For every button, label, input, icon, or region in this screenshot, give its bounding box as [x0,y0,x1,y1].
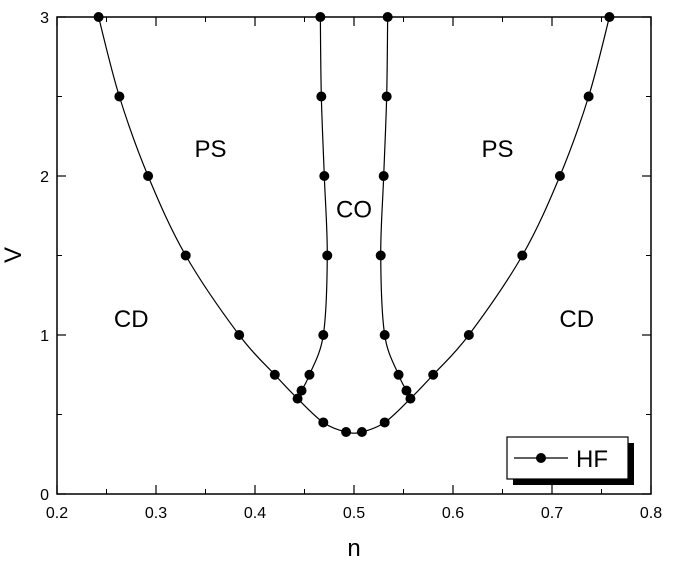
data-point [583,91,594,102]
markers-layer [93,12,615,437]
y-tick-label: 3 [40,10,49,27]
x-tick-label: 0.3 [145,505,167,522]
y-tick-label: 1 [40,328,49,345]
data-point [393,369,404,380]
data-point [180,250,191,261]
legend: HF [506,436,634,485]
legend-marker-sample [536,453,546,463]
data-point [554,171,565,181]
data-point [379,330,390,340]
data-point [234,330,245,340]
x-tick-label: 0.8 [640,505,662,522]
data-point [405,393,416,404]
data-point [304,369,315,380]
region-labels-layer: PS PS CO CD CD [114,136,594,333]
x-axis-label: n [347,535,360,562]
legend-label: HF [576,446,608,473]
data-point [401,385,412,396]
data-point [379,417,390,428]
data-point [296,385,307,396]
region-label: PS [194,136,226,163]
data-point [463,330,474,340]
region-label: PS [482,136,514,163]
data-point [319,171,330,181]
x-tick-label: 0.2 [46,505,68,522]
region-label: CO [336,196,372,223]
data-point [341,426,352,437]
data-point [356,426,367,437]
x-tick-label: 0.4 [244,505,266,522]
data-point [378,171,389,181]
x-tick-label: 0.5 [343,505,365,522]
y-tick-label: 0 [40,487,49,504]
series-line [97,16,611,434]
data-point [316,91,327,102]
y-axis-label: V [0,247,27,263]
data-point [428,369,439,380]
data-point [375,250,386,261]
data-point [381,91,392,102]
data-point [322,250,333,261]
x-tick-label: 0.7 [541,505,563,522]
region-label: CD [114,306,149,333]
data-point [318,330,329,340]
x-tick-label: 0.6 [442,505,464,522]
region-label: CD [559,306,594,333]
data-point [318,417,329,428]
data-point [143,171,154,181]
data-point [269,369,280,380]
axis-ticks-layer: 0.2 0.3 0.4 0.5 0.6 0.7 0.8 0 1 2 3 [40,10,662,522]
data-point [292,393,303,404]
data-point [517,250,528,261]
data-point [114,91,125,102]
y-tick-label: 2 [40,169,49,186]
